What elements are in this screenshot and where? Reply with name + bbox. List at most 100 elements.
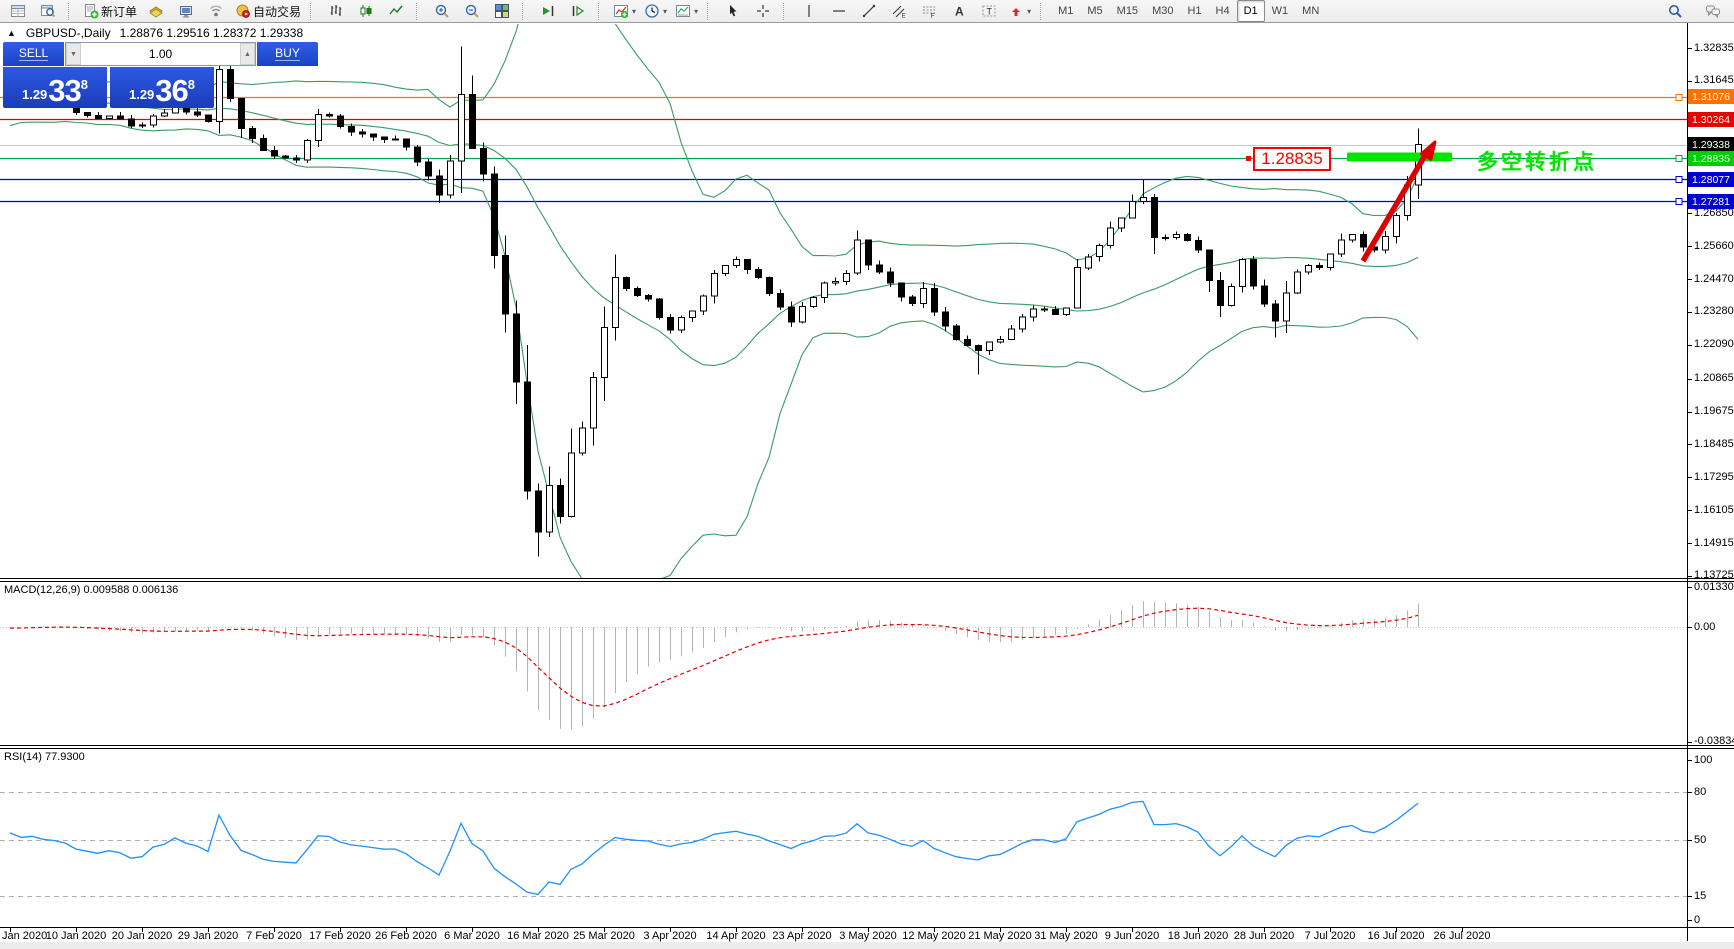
hline-1.31076[interactable] — [0, 94, 1687, 101]
toolbar-separator — [522, 2, 529, 20]
timeframe-m30-button[interactable]: M30 — [1152, 5, 1174, 17]
note-text[interactable]: 多空转折点 — [1477, 151, 1597, 174]
red-trend-arrow[interactable] — [1360, 140, 1437, 263]
text-label-button[interactable]: T — [974, 0, 1004, 22]
x-axis-label: Jan 2020 — [2, 930, 48, 942]
hline-1.27281[interactable] — [0, 198, 1687, 205]
autotrading-button-label: 自动交易 — [253, 4, 302, 19]
hline-1.28077[interactable] — [0, 176, 1687, 183]
chevron-down-icon: ▾ — [663, 6, 668, 16]
chart-shift-button[interactable] — [563, 0, 593, 22]
volume-increase-button[interactable]: ▲ — [240, 43, 255, 65]
volume-input[interactable] — [81, 43, 240, 65]
candlestick-chart-button[interactable] — [351, 0, 381, 22]
zoom-out-button[interactable] — [457, 0, 487, 22]
rsi-tick-label: 80 — [1694, 786, 1707, 798]
history-center-icon — [149, 6, 163, 18]
price-badge-1.29338: 1.29338 — [1688, 137, 1734, 152]
timeframe-m1-button[interactable]: M1 — [1058, 5, 1074, 17]
price-tick-label: 1.31645 — [1694, 74, 1734, 86]
price-tick-label: 1.16105 — [1694, 504, 1734, 516]
auto-scroll-button[interactable] — [533, 0, 563, 22]
vertical-line-button[interactable] — [794, 0, 824, 22]
x-axis-label: 16 Jul 2020 — [1367, 930, 1425, 942]
bar-chart-button[interactable] — [321, 0, 351, 22]
terminal-button[interactable] — [171, 0, 201, 22]
timeframe-m15-button[interactable]: M15 — [1116, 5, 1139, 17]
equidistant-channel-icon: E — [892, 5, 906, 20]
trendline-button[interactable] — [854, 0, 884, 22]
price-tick-label: 1.19675 — [1694, 405, 1734, 417]
buy-button[interactable]: BUY — [257, 42, 318, 66]
timeframe-w1-button[interactable]: W1 — [1271, 5, 1289, 17]
cursor-icon — [730, 5, 737, 17]
templates-button[interactable]: ▾ — [671, 0, 702, 22]
timeframe-h4-button[interactable]: H4 — [1215, 5, 1230, 17]
tile-windows-icon — [495, 4, 510, 18]
indicators-button[interactable]: ▾ — [609, 0, 640, 22]
fibonacci-button[interactable]: F — [914, 0, 944, 22]
toolbar: 新订单 自动交易 ▾ ▾ ▾ E F A T ▾ M1 M5 M15 M30 H1 H4 D1 W1 MN — [0, 0, 1734, 23]
price-tick-label: 1.24470 — [1694, 273, 1734, 285]
sell-button[interactable]: SELL — [3, 42, 64, 66]
history-center-button[interactable] — [141, 0, 171, 22]
volume-stepper: ▼ ▲ — [65, 42, 256, 66]
pane-borders — [0, 23, 1734, 941]
timeframe-mn-button[interactable]: MN — [1302, 5, 1320, 17]
x-axis-label: 28 Jun 2020 — [1233, 930, 1295, 942]
x-axis-label: 23 Apr 2020 — [772, 930, 832, 942]
line-chart-button[interactable] — [381, 0, 411, 22]
chat-button[interactable] — [1698, 0, 1728, 22]
zoom-in-button[interactable] — [427, 0, 457, 22]
periods-button[interactable]: ▾ — [640, 0, 671, 22]
toolbar-separator — [68, 2, 75, 20]
timeframe-d1-button[interactable]: D1 — [1236, 0, 1265, 22]
buy-price-display[interactable]: 1.29 36 8 — [110, 67, 214, 108]
x-axis-label: 7 Jul 2020 — [1304, 930, 1356, 942]
tile-windows-button[interactable] — [487, 0, 517, 22]
price-callout-box[interactable]: 1.28835 — [1253, 147, 1331, 171]
price-badge-1.28077: 1.28077 — [1688, 172, 1734, 187]
timeframe-m5-button[interactable]: M5 — [1087, 5, 1103, 17]
x-axis-label: 3 May 2020 — [839, 930, 897, 942]
crosshair-button[interactable] — [748, 0, 778, 22]
data-window-button[interactable] — [33, 0, 63, 22]
buy-price-big: 36 — [155, 73, 188, 108]
x-axis-label: 17 Feb 2020 — [309, 930, 371, 942]
sell-price-display[interactable]: 1.29 33 8 — [3, 67, 107, 108]
chart-title: ▲ GBPUSD-,Daily 1.28876 1.29516 1.28372 … — [7, 26, 303, 40]
horizontal-line-button[interactable] — [824, 0, 854, 22]
x-axis-label: 26 Feb 2020 — [375, 930, 437, 942]
buy-button-label: BUY — [275, 46, 300, 61]
autotrading-button[interactable]: 自动交易 — [231, 0, 305, 22]
rsi-name: RSI(14) — [4, 751, 42, 763]
cursor-button[interactable] — [718, 0, 748, 22]
text-button[interactable]: A — [944, 0, 974, 22]
timeframe-h1-button[interactable]: H1 — [1187, 5, 1202, 17]
new-order-button[interactable]: 新订单 — [79, 0, 141, 22]
volume-decrease-button[interactable]: ▼ — [66, 43, 81, 65]
arrows-button[interactable]: ▾ — [1004, 0, 1035, 22]
line-chart-icon — [389, 5, 403, 15]
one-click-collapse-toggle[interactable]: ▲ — [7, 28, 16, 38]
svg-text:E: E — [902, 14, 906, 20]
rsi-tick-label: 100 — [1694, 754, 1713, 766]
templates-icon — [676, 5, 691, 17]
search-button[interactable] — [1660, 0, 1690, 22]
sell-price-sup: 8 — [80, 77, 89, 92]
price-tick-label: 1.22090 — [1694, 338, 1734, 350]
callout-handle[interactable] — [1246, 156, 1251, 161]
green-trend-bar[interactable] — [1347, 152, 1452, 162]
signals-button[interactable] — [201, 0, 231, 22]
macd-tick-label: 0.00 — [1694, 621, 1716, 633]
svg-text:A: A — [955, 5, 964, 19]
equidistant-channel-button[interactable]: E — [884, 0, 914, 22]
toolbar-separator — [416, 2, 423, 20]
price-tick-label: 1.17295 — [1694, 471, 1734, 483]
ohlc-values: 1.28876 1.29516 1.28372 1.29338 — [119, 26, 304, 40]
x-axis-label: 3 Apr 2020 — [643, 930, 697, 942]
x-axis-label: 10 Jan 2020 — [45, 930, 107, 942]
market-watch-button[interactable] — [3, 0, 33, 22]
